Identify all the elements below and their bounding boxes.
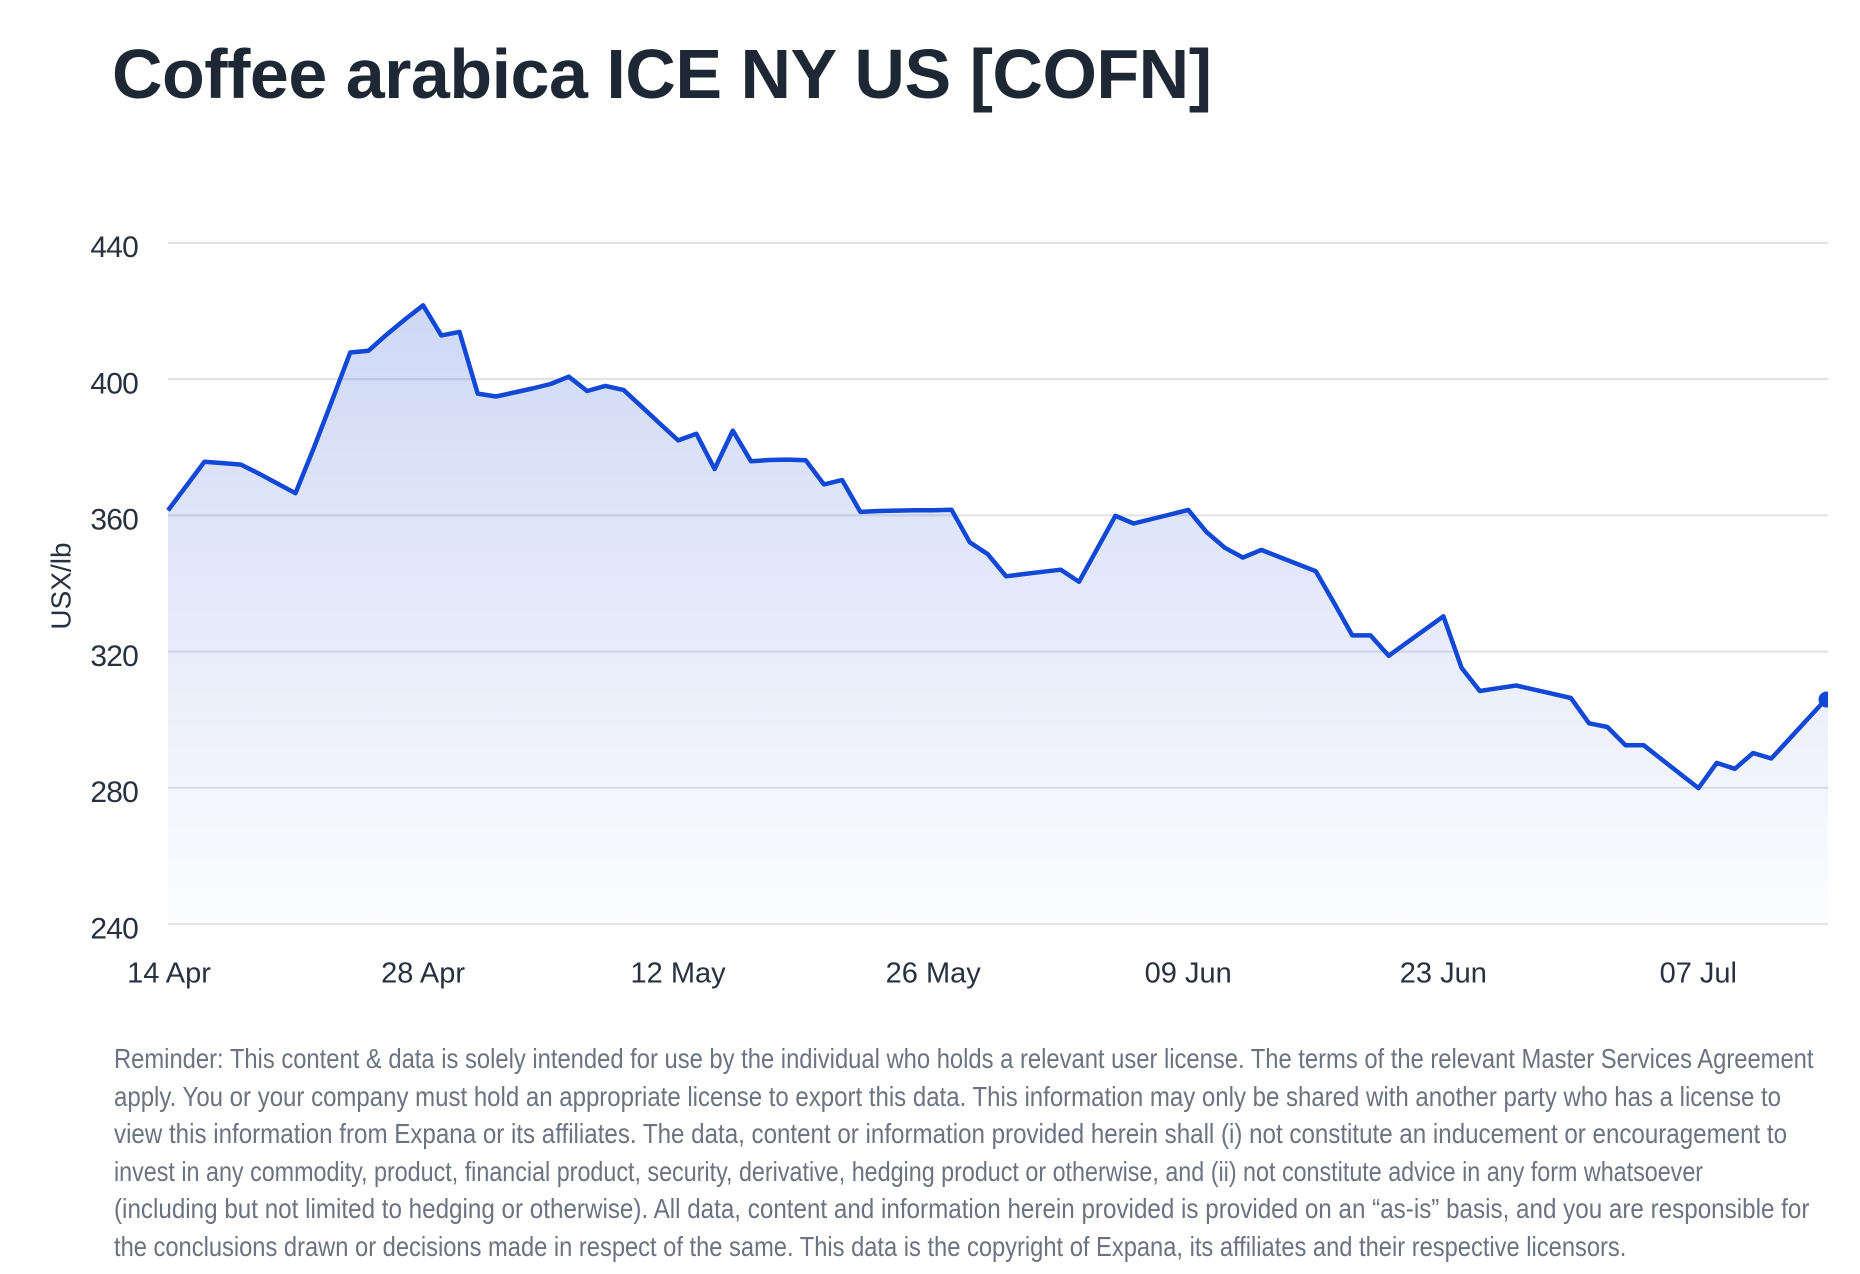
- svg-text:320: 320: [90, 640, 138, 673]
- svg-text:07 Jul: 07 Jul: [1660, 957, 1737, 989]
- svg-text:14 Apr: 14 Apr: [127, 957, 211, 989]
- svg-text:12 May: 12 May: [631, 957, 727, 989]
- svg-text:240: 240: [90, 912, 138, 945]
- svg-text:440: 440: [90, 231, 138, 264]
- svg-text:28 Apr: 28 Apr: [381, 957, 465, 989]
- svg-text:USX/lb: USX/lb: [46, 542, 77, 629]
- svg-text:280: 280: [90, 776, 138, 809]
- svg-text:26 May: 26 May: [886, 957, 982, 989]
- svg-text:360: 360: [90, 504, 138, 537]
- svg-text:400: 400: [90, 367, 138, 400]
- svg-text:23 Jun: 23 Jun: [1400, 957, 1487, 989]
- svg-text:09 Jun: 09 Jun: [1145, 957, 1232, 989]
